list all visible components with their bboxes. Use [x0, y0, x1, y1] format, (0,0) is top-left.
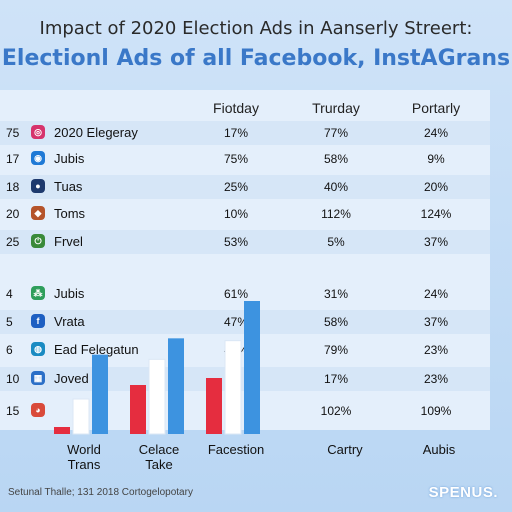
- bar-1-1: [54, 427, 70, 434]
- bar-2-2: [149, 359, 165, 434]
- footer-source: Setunal Thalle; 131 2018 Cortogelopotary: [8, 487, 193, 498]
- bar-2-1: [73, 399, 89, 434]
- bar-3-3: [244, 301, 260, 434]
- bar-3-1: [92, 355, 108, 434]
- brand-logo: SPENUS.: [429, 484, 498, 501]
- bar-1-3: [206, 378, 222, 434]
- category-label-5: Aubis: [384, 442, 494, 457]
- bar-1-2: [130, 385, 146, 434]
- bar-2-3: [225, 341, 241, 434]
- category-label-3: Facestion: [181, 442, 291, 457]
- bar-3-2: [168, 338, 184, 434]
